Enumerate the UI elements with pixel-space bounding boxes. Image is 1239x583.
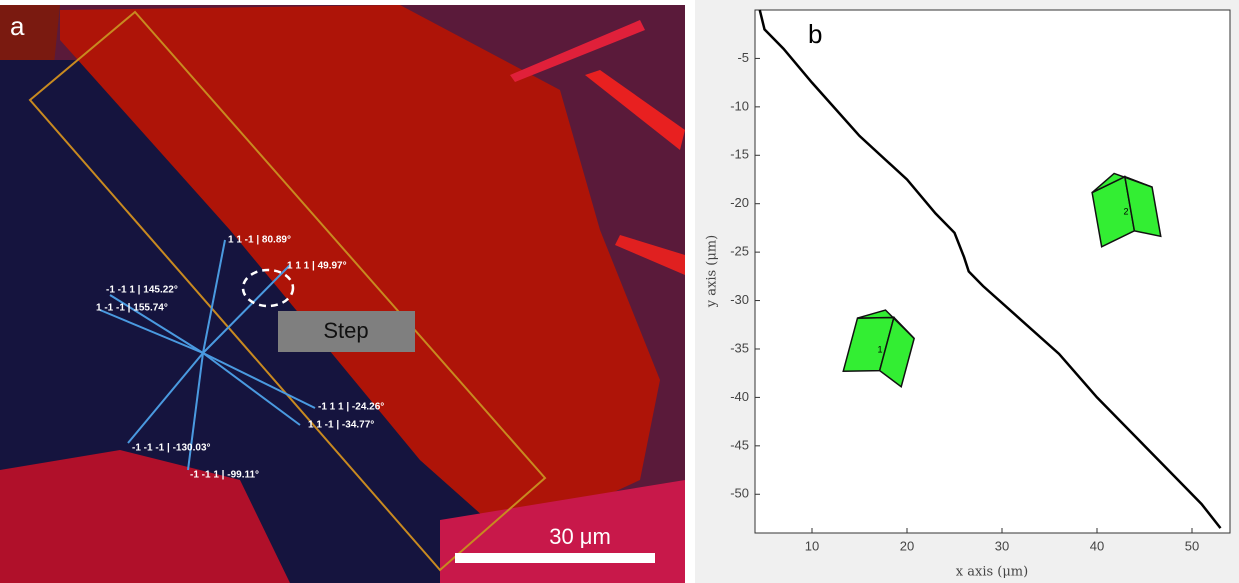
- x-axis-label: x axis (μm): [956, 565, 1028, 580]
- cube: [1091, 172, 1162, 248]
- scale-bar: [455, 553, 655, 563]
- step-box: [278, 311, 415, 352]
- trace-lines: [99, 239, 316, 471]
- panel-label: b: [808, 19, 822, 49]
- orientation-label: -1 -1 1 | 145.22°: [106, 285, 178, 296]
- scan-box: [28, 10, 547, 572]
- y-tick-label: -30: [730, 292, 749, 307]
- y-tick-label: -45: [730, 437, 749, 452]
- grain: [510, 20, 645, 82]
- orientation-label: 1 1 1 | 49.97°: [287, 261, 347, 272]
- panel-label: a: [10, 11, 25, 41]
- plot-area: [754, 9, 1231, 534]
- y-axis-label: y axis (μm): [705, 235, 720, 308]
- x-tick-label: 50: [1185, 538, 1199, 553]
- y-tick-label: -25: [730, 244, 749, 259]
- y-tick-label: -40: [730, 389, 749, 404]
- orientation-label: -1 1 1 | -24.26°: [318, 402, 384, 413]
- y-tick-label: -35: [730, 340, 749, 355]
- grain: [615, 235, 685, 275]
- grain: [60, 5, 660, 540]
- cube-label: 2: [1123, 206, 1128, 216]
- panel-a: 1 1 -1 | 80.89° 1 1 1 | 49.97° -1 -1 1 |…: [0, 5, 685, 583]
- line: [758, 9, 1222, 529]
- x-tick-label: 10: [805, 538, 819, 553]
- cube-label: 1: [877, 344, 882, 354]
- y-tick-label: -15: [730, 147, 749, 162]
- cube: [842, 309, 915, 389]
- x-tick-label: 40: [1090, 538, 1104, 553]
- y-tick-label: -10: [730, 98, 749, 113]
- y-tick-label: -5: [737, 50, 749, 65]
- grain: [0, 450, 290, 583]
- orientation-label: 1 -1 -1 | 155.74°: [96, 303, 168, 314]
- scale-label: 30 μm: [549, 524, 611, 549]
- y-tick-label: -20: [730, 195, 749, 210]
- step-marker: [241, 268, 295, 308]
- orientation-label: 1 1 -1 | 80.89°: [228, 235, 291, 246]
- orientation-label: 1 1 -1 | -34.77°: [308, 420, 374, 431]
- orientation-label: -1 -1 1 | -99.11°: [190, 470, 259, 481]
- step-label: Step: [323, 318, 368, 343]
- panel-b: b x axis (μm) y axis (μm) 10 20 30 40 50 -5 -1…: [695, 0, 1239, 583]
- grain: [585, 70, 685, 150]
- x-tick-label: 30: [995, 538, 1009, 553]
- y-tick-label: -50: [730, 486, 749, 501]
- orientation-label: -1 -1 -1 | -130.03°: [132, 443, 211, 454]
- x-tick-label: 20: [900, 538, 914, 553]
